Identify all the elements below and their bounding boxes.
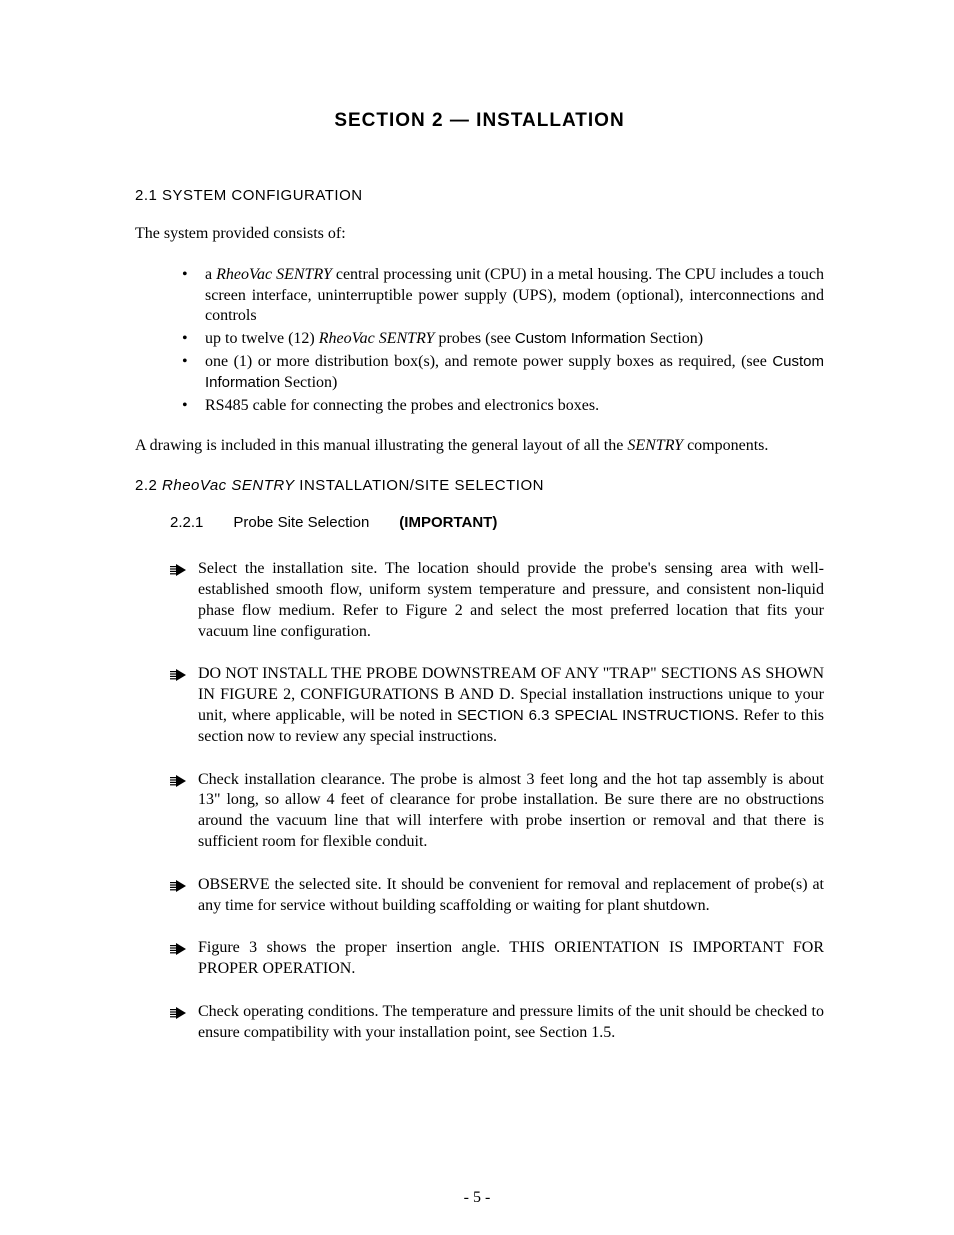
arrow-icon (170, 773, 186, 794)
drawing-paragraph: A drawing is included in this manual ill… (135, 436, 824, 457)
product-name: RheoVac SENTRY (319, 330, 435, 347)
heading-label: INSTALLATION/SITE SELECTION (295, 477, 544, 494)
list-item: Check installation clearance. The probe … (170, 770, 824, 853)
list-item: OBSERVE the selected site. It should be … (170, 875, 824, 917)
arrow-icon (170, 941, 186, 962)
page-number: - 5 - (0, 1189, 954, 1207)
list-item: Figure 3 shows the proper insertion angl… (170, 938, 824, 980)
config-list: a RheoVac SENTRY central processing unit… (135, 265, 824, 417)
text: components. (683, 437, 768, 454)
heading-2-2-1: 2.2.1 Probe Site Selection (IMPORTANT) (170, 514, 824, 531)
text: a (205, 266, 216, 283)
list-item: Check operating conditions. The temperat… (170, 1002, 824, 1044)
intro-paragraph: The system provided consists of: (135, 224, 824, 245)
heading-label: Probe Site Selection (233, 514, 369, 531)
text: one (1) or more distribution box(s), and… (205, 353, 772, 370)
heading-2-1: 2.1 SYSTEM CONFIGURATION (135, 187, 824, 204)
text: Section) (280, 374, 337, 391)
heading-label: SYSTEM CONFIGURATION (157, 187, 362, 204)
section-title: SECTION 2 — INSTALLATION (135, 110, 824, 132)
heading-number: 2.2.1 (170, 514, 203, 531)
heading-number: 2.2 (135, 477, 162, 494)
section-ref: SECTION 6.3 SPECIAL INSTRUCTIONS (457, 707, 735, 724)
arrow-icon (170, 667, 186, 688)
arrow-list: Select the installation site. The locati… (135, 559, 824, 1043)
text: A drawing is included in this manual ill… (135, 437, 627, 454)
text: OBSERVE the selected site. It should be … (198, 876, 824, 914)
text: Check operating conditions. The temperat… (198, 1003, 824, 1041)
text: Select the installation site. The locati… (198, 560, 824, 639)
product-name: SENTRY (627, 437, 683, 454)
text: Figure 3 shows the proper insertion angl… (198, 939, 824, 977)
list-item: up to twelve (12) RheoVac SENTRY probes … (205, 329, 824, 350)
arrow-icon (170, 878, 186, 899)
heading-important: (IMPORTANT) (399, 514, 497, 531)
arrow-icon (170, 1005, 186, 1026)
list-item: DO NOT INSTALL THE PROBE DOWNSTREAM OF A… (170, 664, 824, 747)
list-item: a RheoVac SENTRY central processing unit… (205, 265, 824, 327)
arrow-icon (170, 562, 186, 583)
product-name: RheoVac SENTRY (162, 477, 295, 494)
text: probes (see (434, 330, 514, 347)
heading-number: 2.1 (135, 187, 157, 204)
heading-2-2: 2.2 RheoVac SENTRY INSTALLATION/SITE SEL… (135, 477, 824, 494)
text: up to twelve (12) (205, 330, 319, 347)
text: Section) (646, 330, 703, 347)
text: Check installation clearance. The probe … (198, 771, 824, 850)
list-item: RS485 cable for connecting the probes an… (205, 396, 824, 417)
list-item: Select the installation site. The locati… (170, 559, 824, 642)
list-item: one (1) or more distribution box(s), and… (205, 352, 824, 394)
product-name: RheoVac SENTRY (216, 266, 332, 283)
text: RS485 cable for connecting the probes an… (205, 397, 599, 414)
section-ref: Custom Information (515, 330, 646, 347)
document-page: SECTION 2 — INSTALLATION 2.1 SYSTEM CONF… (0, 0, 954, 1235)
